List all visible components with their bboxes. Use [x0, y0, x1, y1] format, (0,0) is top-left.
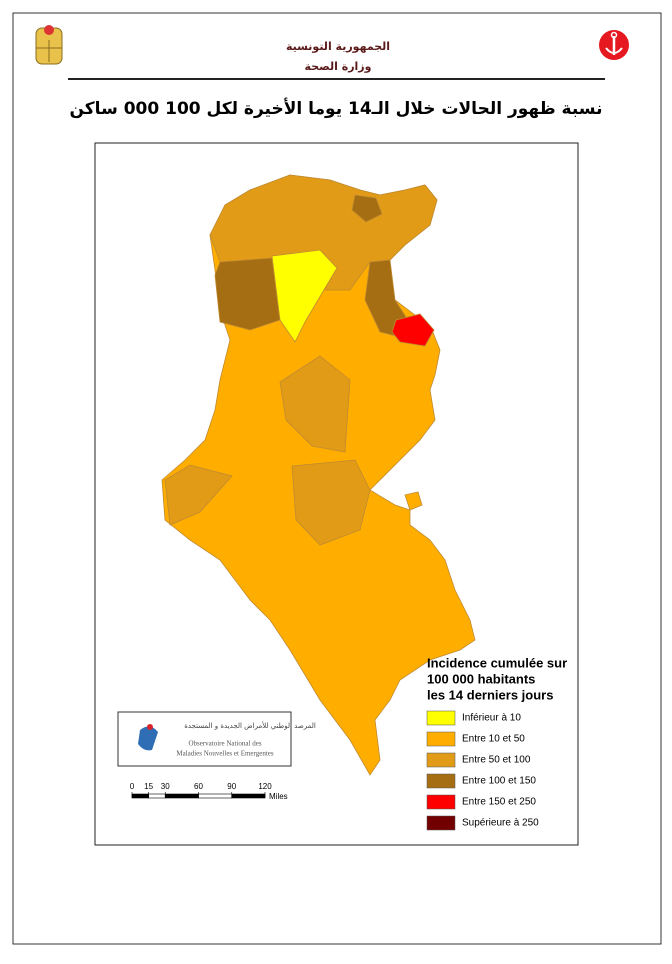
map	[161, 174, 476, 776]
region	[271, 249, 338, 343]
logo-box: المرصد الوطني للأمراض الجديدة و المستجدة…	[117, 711, 316, 767]
region	[214, 257, 281, 331]
legend-title: les 14 derniers jours	[427, 687, 553, 702]
header-line: وزارة الصحة	[305, 60, 372, 73]
scale-label: 0	[130, 782, 135, 791]
legend-title: Incidence cumulée sur	[427, 655, 567, 670]
legend-swatch	[426, 752, 456, 768]
coat-of-arms	[35, 25, 63, 65]
scale-segment	[198, 793, 233, 799]
legend-label: Entre 100 et 150	[462, 776, 536, 787]
legend-swatch	[426, 710, 456, 726]
scale-label: 60	[194, 782, 203, 791]
page-title: نسبة ظهور الحالات خلال الـ14 يوما الأخير…	[70, 98, 603, 119]
region	[404, 491, 423, 511]
scale-unit: Miles	[269, 792, 288, 801]
legend-title: 100 000 habitants	[427, 671, 535, 686]
region	[291, 459, 371, 546]
scale-label: 120	[258, 782, 272, 791]
legend-swatch	[426, 731, 456, 747]
region	[391, 313, 435, 347]
scale-segment	[231, 793, 266, 799]
logo-text: Observatoire National des	[188, 740, 261, 748]
region	[351, 194, 383, 223]
logo-text: المرصد الوطني للأمراض الجديدة و المستجدة	[184, 721, 316, 730]
scale-label: 90	[227, 782, 236, 791]
page-frame	[12, 12, 662, 945]
legend-label: Inférieur à 10	[462, 713, 521, 724]
legend-label: Supérieure à 250	[462, 818, 539, 829]
scale-label: 30	[161, 782, 170, 791]
legend-label: Entre 10 et 50	[462, 734, 525, 745]
scale-segment	[131, 793, 149, 799]
scale-segment	[164, 793, 199, 799]
logo-mark	[138, 726, 158, 751]
legend-label: Entre 150 et 250	[462, 797, 536, 808]
legend-swatch	[426, 773, 456, 789]
header-line: الجمهورية التونسية	[286, 40, 390, 53]
scale-label: 15	[144, 782, 153, 791]
region	[164, 464, 233, 526]
legend-label: Entre 50 et 100	[462, 755, 531, 766]
logo-text: Maladies Nouvelles et Emergentes	[176, 750, 274, 758]
region	[279, 355, 351, 453]
ministry-logo	[599, 30, 629, 60]
scale-segment	[148, 793, 166, 799]
legend-swatch	[426, 815, 456, 831]
legend-swatch	[426, 794, 456, 810]
logo-dot	[147, 724, 153, 730]
